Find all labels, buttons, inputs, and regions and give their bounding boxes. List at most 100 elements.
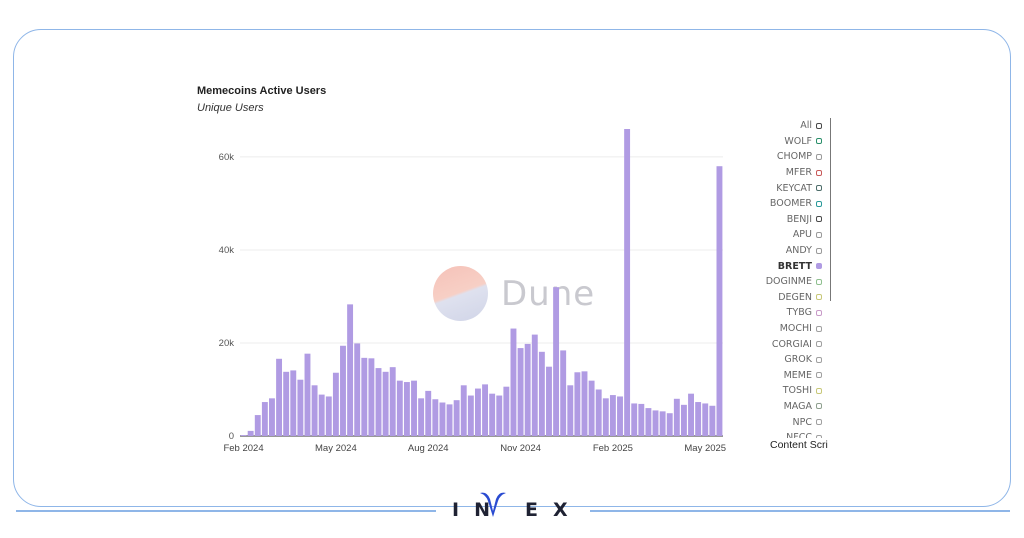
legend-swatch-icon [816,247,822,254]
bar[interactable] [482,384,489,436]
legend-item[interactable]: TYBG [740,305,831,321]
bar[interactable] [709,405,716,436]
bar[interactable] [673,398,680,436]
bar[interactable] [581,371,588,436]
bar[interactable] [361,357,368,436]
bar[interactable] [311,385,318,436]
bar[interactable] [368,358,375,436]
bar[interactable] [332,372,339,436]
bar[interactable] [609,395,616,436]
bar[interactable] [659,411,666,436]
bar[interactable] [411,380,417,436]
bar[interactable] [254,415,261,436]
x-tick-label: May 2024 [315,443,357,454]
bar[interactable] [269,398,275,436]
bar[interactable] [617,396,623,436]
chart-legend: All WOLF CHOMP MFER KEYCAT BOOMER BENJI APU ANDY… [740,118,831,438]
bar[interactable] [396,380,403,436]
bar[interactable] [602,398,609,436]
dune-watermark-text: Dune [501,274,596,314]
legend-label: MEME [783,369,812,381]
legend-item[interactable]: MAGA [740,399,831,415]
bar[interactable] [702,403,709,436]
bar[interactable] [524,343,531,436]
legend-item[interactable]: DOGINME [740,274,831,290]
bar[interactable] [531,334,538,436]
legend-item[interactable]: MEME [740,368,831,384]
bar[interactable] [695,402,702,436]
bar[interactable] [560,350,567,436]
legend-item[interactable]: MFER [740,165,831,181]
bar[interactable] [382,371,389,436]
bar[interactable] [318,394,325,436]
bar[interactable] [261,402,268,436]
bar[interactable] [276,358,283,436]
legend-item[interactable]: BENJI [740,212,831,228]
bar[interactable] [716,166,723,436]
legend-item[interactable]: GROK [740,352,831,368]
bar[interactable] [666,413,673,436]
bar[interactable] [546,366,552,436]
bar[interactable] [624,129,631,436]
bar[interactable] [304,353,311,436]
bar[interactable] [375,368,382,436]
legend-item[interactable]: CHOMP [740,149,831,165]
legend-swatch-icon [816,216,822,223]
legend-item[interactable]: CORGIAI [740,336,831,352]
legend-item[interactable]: BRETT [740,258,831,274]
bar[interactable] [553,287,560,436]
bar[interactable] [474,388,481,436]
legend-item[interactable]: NFCC [740,430,831,438]
bar[interactable] [283,371,290,436]
bar[interactable] [688,393,694,436]
bar[interactable] [538,351,545,436]
bar[interactable] [347,304,354,436]
legend-item[interactable]: ANDY [740,243,831,259]
bar[interactable] [340,345,346,436]
bar[interactable] [439,402,446,436]
bar[interactable] [574,372,581,436]
bar[interactable] [389,367,396,436]
legend-item[interactable]: MOCHI [740,321,831,337]
legend-item[interactable]: TOSHI [740,383,831,399]
bar[interactable] [489,393,496,436]
bar[interactable] [460,385,467,436]
bar[interactable] [418,398,425,436]
bar[interactable] [631,403,638,436]
bar[interactable] [517,348,524,436]
bar[interactable] [496,395,503,436]
bar[interactable] [510,328,517,436]
bar[interactable] [638,403,645,436]
bar[interactable] [354,343,361,436]
bar[interactable] [425,390,432,436]
bar[interactable] [325,396,332,436]
bar[interactable] [588,380,595,436]
bar[interactable] [403,382,410,436]
bar[interactable] [446,404,453,436]
bar[interactable] [645,408,652,436]
bar[interactable] [240,435,247,436]
legend-item[interactable]: KEYCAT [740,180,831,196]
bar[interactable] [453,400,460,436]
legend-item[interactable]: All [740,118,831,134]
y-tick-label: 40k [219,245,235,256]
bar[interactable] [503,386,510,436]
bar[interactable] [290,370,297,436]
legend-scrollbar[interactable] [830,118,831,301]
legend-swatch-icon [816,169,822,176]
bar[interactable] [432,399,439,436]
legend-item[interactable]: WOLF [740,134,831,150]
bar[interactable] [247,430,254,436]
bar[interactable] [467,395,474,436]
legend-item[interactable]: BOOMER [740,196,831,212]
content-scripts-tab[interactable]: Content Scri [770,439,828,451]
bar[interactable] [680,404,687,436]
legend-item[interactable]: NPC [740,414,831,430]
bar[interactable] [595,389,602,436]
bar[interactable] [297,379,304,436]
bar[interactable] [652,410,659,436]
bar[interactable] [567,385,574,436]
legend-item[interactable]: DEGEN [740,290,831,306]
legend-item[interactable]: APU [740,227,831,243]
